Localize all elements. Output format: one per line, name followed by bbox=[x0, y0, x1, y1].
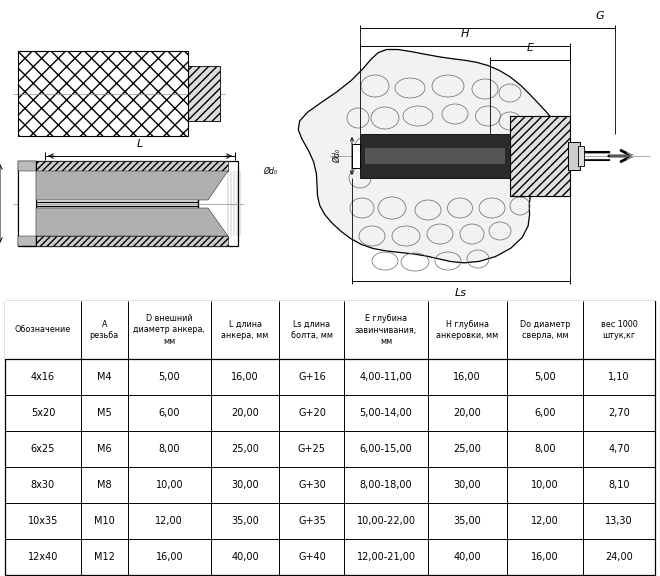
Text: G+20: G+20 bbox=[298, 408, 326, 418]
Text: 16,00: 16,00 bbox=[531, 552, 558, 562]
Text: М6: М6 bbox=[97, 444, 112, 454]
Polygon shape bbox=[298, 50, 564, 263]
Text: Ls длина
болта, мм: Ls длина болта, мм bbox=[291, 320, 333, 340]
Text: Do диаметр
сверла, мм: Do диаметр сверла, мм bbox=[519, 320, 570, 340]
Text: 1,10: 1,10 bbox=[608, 372, 630, 382]
Text: М4: М4 bbox=[97, 372, 112, 382]
Text: G+25: G+25 bbox=[298, 444, 326, 454]
Text: 6,00-15,00: 6,00-15,00 bbox=[360, 444, 412, 454]
Bar bbox=[18, 161, 36, 171]
Text: G+16: G+16 bbox=[298, 372, 326, 382]
Text: 24,00: 24,00 bbox=[605, 552, 633, 562]
Text: 4,00-11,00: 4,00-11,00 bbox=[360, 372, 412, 382]
Text: М5: М5 bbox=[97, 408, 112, 418]
Text: 6,00: 6,00 bbox=[158, 408, 180, 418]
Text: М8: М8 bbox=[97, 480, 112, 490]
Text: 5,00-14,00: 5,00-14,00 bbox=[360, 408, 412, 418]
Text: 30,00: 30,00 bbox=[231, 480, 259, 490]
Text: 8,00: 8,00 bbox=[534, 444, 556, 454]
Text: 25,00: 25,00 bbox=[231, 444, 259, 454]
Text: 16,00: 16,00 bbox=[231, 372, 259, 382]
Text: М12: М12 bbox=[94, 552, 115, 562]
Text: 8,00-18,00: 8,00-18,00 bbox=[360, 480, 412, 490]
Bar bbox=[18, 161, 36, 246]
Text: 20,00: 20,00 bbox=[453, 408, 481, 418]
Text: 30,00: 30,00 bbox=[453, 480, 481, 490]
Text: D внешний
диаметр анкера,
мм: D внешний диаметр анкера, мм bbox=[133, 314, 205, 346]
Text: 35,00: 35,00 bbox=[453, 516, 481, 526]
Text: E глубина
завинчивания,
мм: E глубина завинчивания, мм bbox=[355, 314, 417, 346]
Bar bbox=[18, 51, 188, 136]
Bar bbox=[36, 161, 228, 171]
Text: Ød₀: Ød₀ bbox=[333, 149, 343, 163]
Bar bbox=[18, 161, 238, 246]
Text: 6,00: 6,00 bbox=[534, 408, 556, 418]
Text: 10,00-22,00: 10,00-22,00 bbox=[356, 516, 416, 526]
Bar bbox=[578, 146, 584, 166]
Bar bbox=[188, 66, 220, 121]
Bar bbox=[36, 236, 228, 246]
Text: Ls: Ls bbox=[455, 288, 467, 298]
Text: H: H bbox=[461, 29, 469, 39]
Text: Обозначение: Обозначение bbox=[15, 325, 71, 335]
Text: G+30: G+30 bbox=[298, 480, 326, 490]
Bar bbox=[5, 301, 655, 359]
Text: 4х16: 4х16 bbox=[31, 372, 55, 382]
Polygon shape bbox=[36, 171, 228, 200]
Bar bbox=[360, 134, 510, 178]
Text: 5х20: 5х20 bbox=[31, 408, 55, 418]
Text: H глубина
анкеровки, мм: H глубина анкеровки, мм bbox=[436, 320, 498, 340]
Bar bbox=[18, 51, 188, 136]
Text: 8х30: 8х30 bbox=[31, 480, 55, 490]
Text: 25,00: 25,00 bbox=[453, 444, 481, 454]
Bar bbox=[510, 116, 570, 196]
Text: 10,00: 10,00 bbox=[531, 480, 558, 490]
Text: 8,10: 8,10 bbox=[608, 480, 630, 490]
Bar bbox=[5, 301, 655, 575]
Text: 5,00: 5,00 bbox=[158, 372, 180, 382]
Text: 13,30: 13,30 bbox=[605, 516, 633, 526]
Text: 2,70: 2,70 bbox=[608, 408, 630, 418]
Bar bbox=[18, 236, 36, 246]
Text: 12х40: 12х40 bbox=[28, 552, 58, 562]
Text: 12,00: 12,00 bbox=[531, 516, 559, 526]
Text: 16,00: 16,00 bbox=[453, 372, 481, 382]
Text: L: L bbox=[137, 139, 143, 149]
Polygon shape bbox=[36, 208, 228, 236]
Text: 35,00: 35,00 bbox=[231, 516, 259, 526]
Text: G+40: G+40 bbox=[298, 552, 326, 562]
Bar bbox=[568, 142, 580, 170]
Text: L длина
анкера, мм: L длина анкера, мм bbox=[222, 320, 269, 340]
Text: 10,00: 10,00 bbox=[156, 480, 183, 490]
Text: 12,00: 12,00 bbox=[156, 516, 183, 526]
Bar bbox=[365, 148, 505, 164]
Text: G+35: G+35 bbox=[298, 516, 326, 526]
Bar bbox=[352, 144, 360, 168]
Text: 12,00-21,00: 12,00-21,00 bbox=[356, 552, 416, 562]
Text: 5,00: 5,00 bbox=[534, 372, 556, 382]
Text: G: G bbox=[596, 11, 605, 21]
Text: 40,00: 40,00 bbox=[231, 552, 259, 562]
Text: 8,00: 8,00 bbox=[158, 444, 180, 454]
Text: A
резьба: A резьба bbox=[90, 320, 119, 340]
Text: 16,00: 16,00 bbox=[156, 552, 183, 562]
Bar bbox=[510, 116, 570, 196]
Text: 4,70: 4,70 bbox=[608, 444, 630, 454]
Text: 10х35: 10х35 bbox=[28, 516, 58, 526]
Text: 20,00: 20,00 bbox=[231, 408, 259, 418]
Text: вес 1000
штук,кг: вес 1000 штук,кг bbox=[601, 320, 638, 340]
Text: 6х25: 6х25 bbox=[31, 444, 55, 454]
Text: E: E bbox=[527, 43, 533, 53]
Text: М10: М10 bbox=[94, 516, 115, 526]
Text: Ød₀: Ød₀ bbox=[263, 166, 277, 176]
Text: 40,00: 40,00 bbox=[453, 552, 481, 562]
